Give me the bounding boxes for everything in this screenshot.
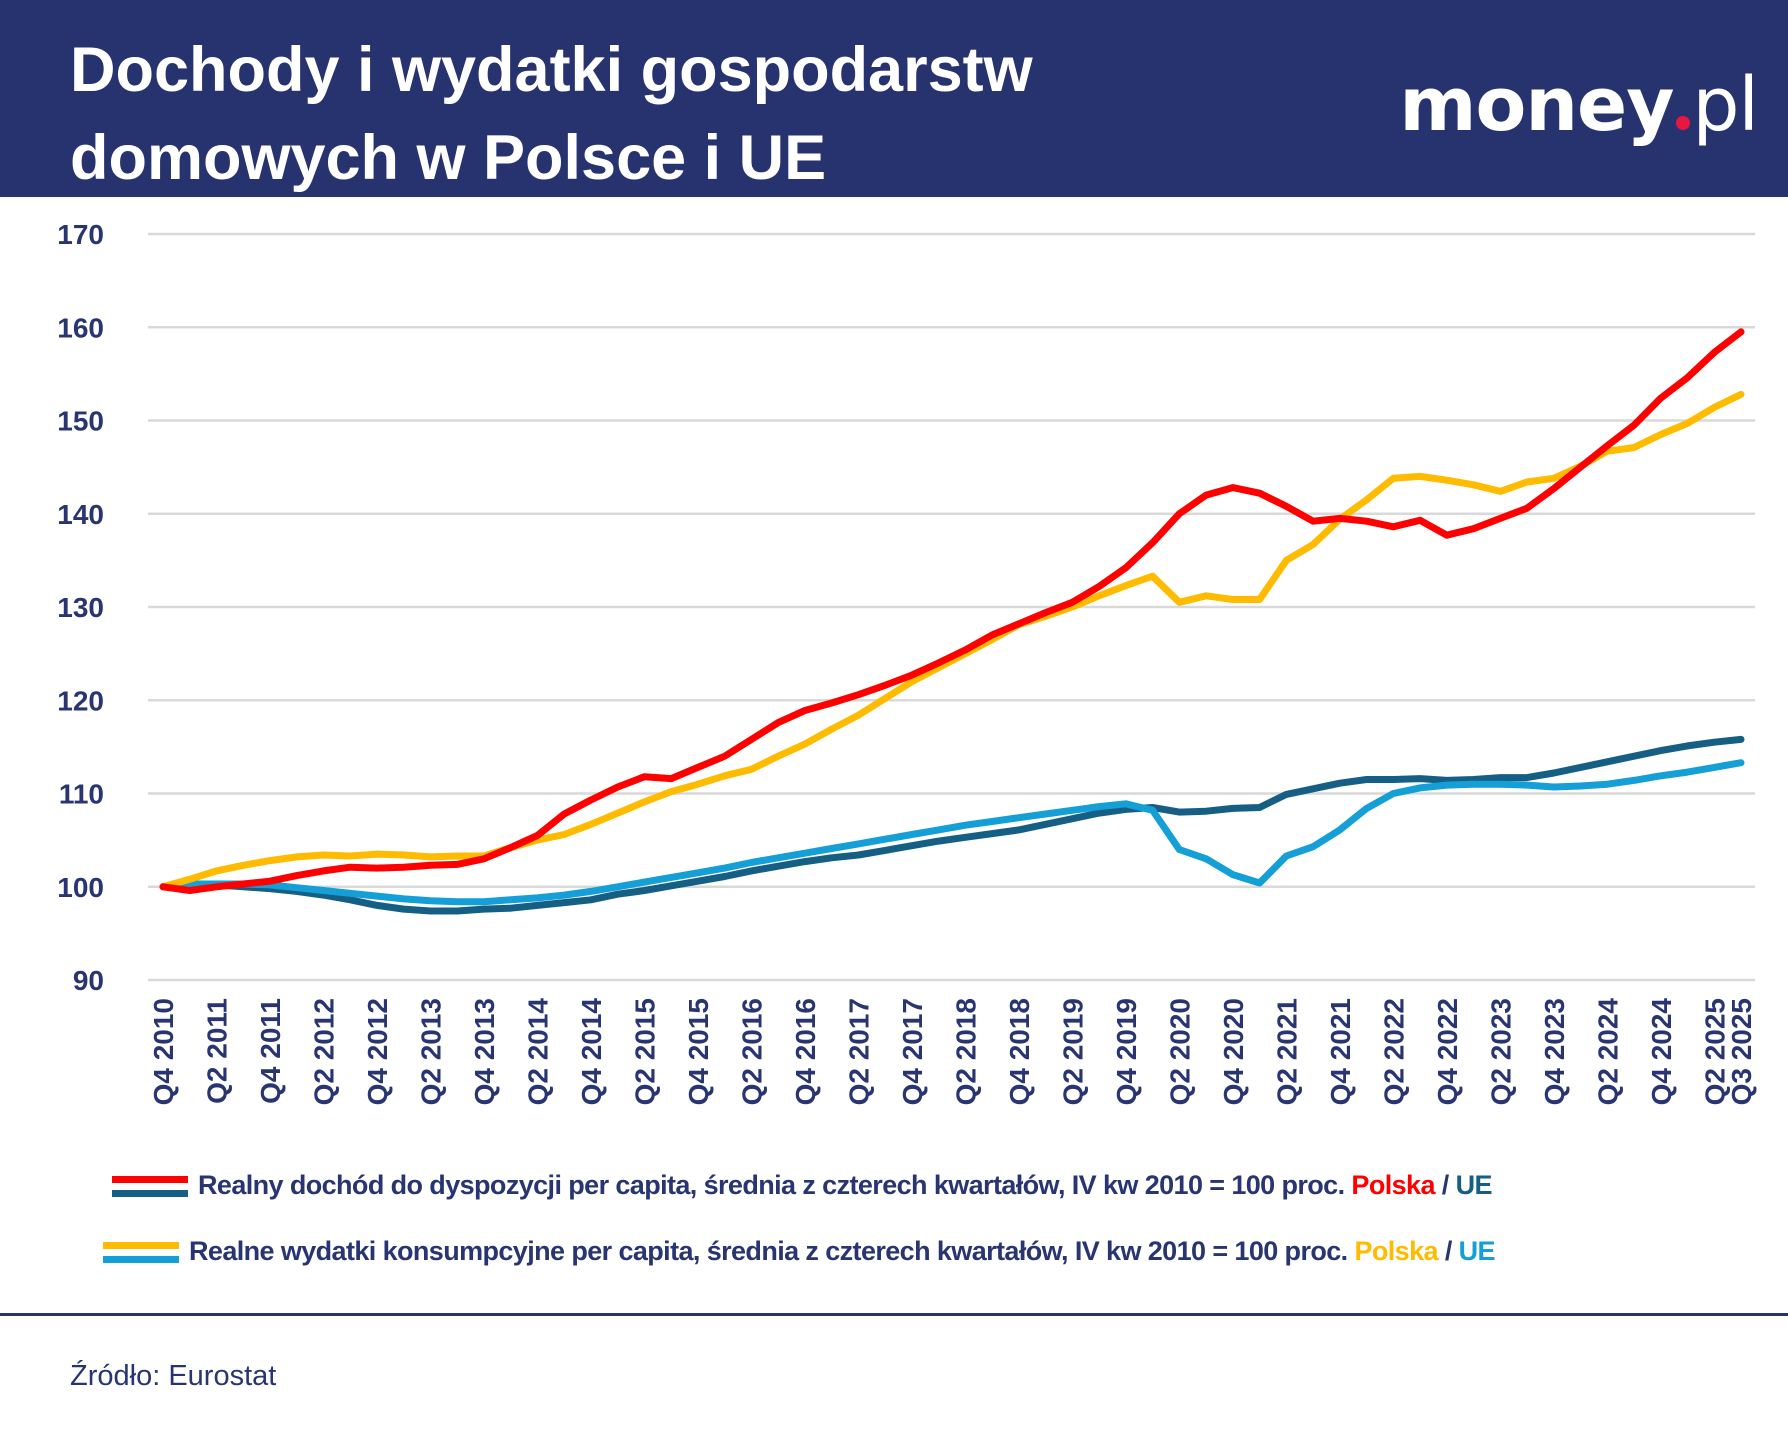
x-tick-label: Q2 2012 xyxy=(308,998,339,1105)
x-tick-label: Q4 2015 xyxy=(683,998,714,1105)
x-tick-label: Q4 2016 xyxy=(790,998,821,1105)
x-tick-label: Q2 2014 xyxy=(522,998,553,1106)
logo-dot-icon xyxy=(1676,116,1691,130)
x-tick-label: Q4 2023 xyxy=(1539,998,1570,1105)
x-tick-label: Q3 2025 xyxy=(1726,998,1757,1105)
legend-swatch-income xyxy=(112,1174,188,1198)
y-tick-label: 130 xyxy=(57,592,104,623)
line-chart: 90 100 110 120 130 140 150 160 170 Q4 2010 Q2 201… xyxy=(57,219,1757,1106)
series-lines xyxy=(159,328,1745,915)
y-tick-label: 170 xyxy=(57,219,104,250)
x-tick-label: Q4 2018 xyxy=(1004,998,1035,1105)
x-tick-label: Q4 2019 xyxy=(1111,998,1142,1105)
x-tick-label: Q2 2015 xyxy=(629,998,660,1105)
x-tick-label: Q2 2019 xyxy=(1057,998,1088,1105)
x-tick-label: Q2 2020 xyxy=(1164,998,1195,1105)
y-tick-label: 110 xyxy=(59,779,104,810)
x-tick-label: Q4 2022 xyxy=(1432,998,1463,1105)
x-tick-label: Q4 2013 xyxy=(469,998,500,1105)
x-tick-label: Q2 2023 xyxy=(1485,998,1516,1105)
series-line-consumption_pl xyxy=(159,390,1745,891)
legend-swatch-consumption xyxy=(103,1240,179,1264)
x-tick-label: Q4 2024 xyxy=(1646,998,1677,1106)
header: Dochody i wydatki gospodarstw domowych w… xyxy=(0,0,1788,197)
legend-polska-income: Polska xyxy=(1351,1170,1435,1200)
legend-slash: / xyxy=(1444,1236,1452,1266)
money-pl-logo: money pl xyxy=(1399,62,1759,148)
x-tick-label: Q4 2010 xyxy=(148,998,179,1105)
x-tick-label: Q4 2012 xyxy=(362,998,393,1105)
legend-item-income: Realny dochód do dyspozycji per capita, … xyxy=(112,1170,1492,1201)
x-tick-label: Q2 2025 xyxy=(1699,998,1730,1105)
y-tick-label: 100 xyxy=(57,872,104,903)
x-tick-label: Q4 2011 xyxy=(255,998,286,1104)
y-tick-label: 160 xyxy=(57,312,104,343)
y-tick-label: 90 xyxy=(73,965,104,996)
legend-ue-income: UE xyxy=(1455,1170,1493,1200)
page-title: Dochody i wydatki gospodarstw domowych w… xyxy=(70,26,1270,202)
y-tick-label: 140 xyxy=(57,499,104,530)
series-line-consumption_eu xyxy=(159,759,1745,906)
x-tick-label: Q2 2021 xyxy=(1271,998,1302,1105)
x-tick-label: Q2 2016 xyxy=(736,998,767,1105)
x-tick-label: Q2 2017 xyxy=(843,998,874,1105)
y-tick-label: 120 xyxy=(57,685,104,716)
title-line-2: domowych w Polsce i UE xyxy=(70,123,827,193)
y-tick-label: 150 xyxy=(57,406,104,437)
title-line-1: Dochody i wydatki gospodarstw xyxy=(70,35,1033,105)
x-tick-label: Q2 2022 xyxy=(1378,998,1409,1105)
legend-ue-consumption: UE xyxy=(1458,1236,1496,1266)
legend-label-consumption: Realne wydatki konsumpcyjne per capita, … xyxy=(189,1236,1348,1266)
x-tick-label: Q4 2020 xyxy=(1218,998,1249,1105)
divider xyxy=(0,1313,1788,1316)
legend-label-income: Realny dochód do dyspozycji per capita, … xyxy=(198,1170,1345,1200)
y-axis-labels: 90 100 110 120 130 140 150 160 170 xyxy=(57,219,104,996)
source-note: Źródło: Eurostat xyxy=(70,1360,277,1392)
x-tick-label: Q4 2021 xyxy=(1325,998,1356,1105)
series-line-income_pl xyxy=(159,328,1745,894)
series-line-income_eu xyxy=(159,735,1745,915)
legend-polska-consumption: Polska xyxy=(1354,1236,1438,1266)
gridlines xyxy=(148,232,1755,982)
x-tick-label: Q2 2013 xyxy=(415,998,446,1105)
legend-slash: / xyxy=(1441,1170,1449,1200)
x-tick-label: Q2 2011 xyxy=(201,998,232,1104)
x-tick-label: Q4 2014 xyxy=(576,998,607,1106)
x-axis-labels: Q4 2010 Q2 2011 Q4 2011 Q2 2012 Q4 2012 Q2 20… xyxy=(148,998,1757,1106)
x-tick-label: Q2 2024 xyxy=(1592,998,1623,1106)
legend-item-consumption: Realne wydatki konsumpcyjne per capita, … xyxy=(103,1236,1496,1267)
x-tick-label: Q2 2018 xyxy=(950,998,981,1105)
x-tick-label: Q4 2017 xyxy=(897,998,928,1105)
